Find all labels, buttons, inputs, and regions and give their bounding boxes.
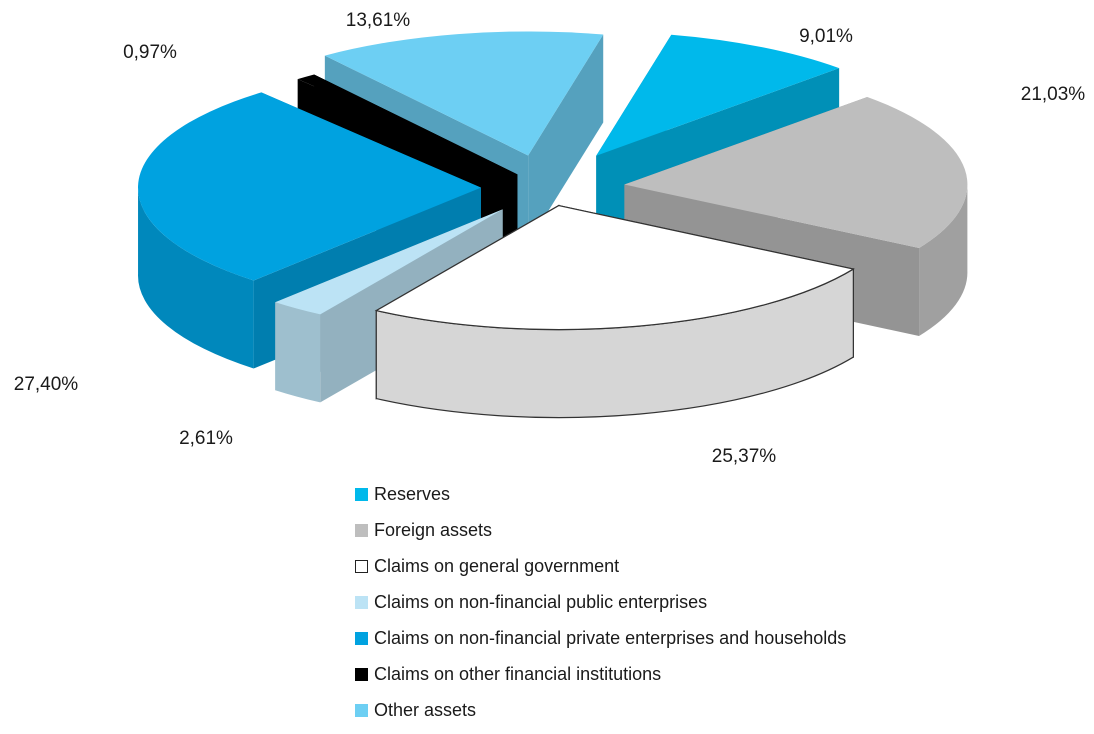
legend-label-claims-on-general-government: Claims on general government	[374, 555, 620, 576]
legend-label-claims-on-public-enterprises: Claims on non-financial public enterpris…	[374, 591, 708, 612]
legend-swatch-claims-on-private-enterprises	[355, 631, 368, 645]
slice-top-claims-on-private-enterprises	[138, 92, 482, 281]
legend-swatch-foreign-assets	[355, 523, 368, 537]
legend-item-reserves: Reserves	[355, 482, 846, 506]
legend-label-other-assets: Other assets	[374, 699, 477, 720]
data-label-other-assets: 13,61%	[346, 10, 411, 31]
legend-swatch-claims-on-general-government	[355, 559, 368, 573]
legend-swatch-claims-on-public-enterprises	[355, 595, 368, 609]
slice-top-claims-on-general-government	[374, 204, 855, 331]
legend-item-claims-on-private-enterprises: Claims on non-financial private enterpri…	[355, 626, 846, 650]
legend-label-reserves: Reserves	[374, 483, 451, 504]
legend-item-claims-on-public-enterprises: Claims on non-financial public enterpris…	[355, 590, 846, 614]
legend-item-claims-on-general-government: Claims on general government	[355, 554, 846, 578]
slice-top-reserves	[596, 34, 840, 156]
slice-rim-foreign-assets	[919, 182, 968, 337]
legend-item-claims-on-other-financial-institutions: Claims on other financial institutions	[355, 662, 846, 686]
data-label-reserves: 9,01%	[799, 26, 853, 47]
slice-top-claims-on-public-enterprises	[275, 209, 503, 315]
legend-label-foreign-assets: Foreign assets	[374, 519, 493, 540]
slice-claims-on-general-government	[374, 204, 855, 419]
legend-item-foreign-assets: Foreign assets	[355, 518, 846, 542]
data-label-claims-on-other-financial-institutions: 0,97%	[123, 42, 177, 63]
slice-wall-other-assets-1	[528, 34, 604, 244]
legend-label-claims-on-other-financial-institutions: Claims on other financial institutions	[374, 663, 662, 684]
slice-rim-claims-on-private-enterprises	[138, 185, 254, 369]
slice-top-claims-on-other-financial-institutions	[297, 74, 518, 175]
data-label-claims-on-general-government: 25,37%	[712, 446, 777, 467]
slice-rim-claims-on-public-enterprises	[275, 302, 321, 403]
data-label-claims-on-public-enterprises: 2,61%	[179, 428, 233, 449]
legend-swatch-other-assets	[355, 703, 368, 717]
chart-legend: Reserves Foreign assets Claims on genera…	[355, 482, 846, 734]
data-label-foreign-assets: 21,03%	[1021, 84, 1086, 105]
data-label-claims-on-private-enterprises: 27,40%	[14, 374, 79, 395]
slice-top-foreign-assets	[624, 96, 968, 249]
legend-swatch-reserves	[355, 487, 368, 501]
legend-item-other-assets: Other assets	[355, 698, 846, 722]
legend-label-claims-on-private-enterprises: Claims on non-financial private enterpri…	[374, 627, 847, 648]
slice-top-other-assets	[324, 31, 604, 156]
legend-swatch-claims-on-other-financial-institutions	[355, 667, 368, 681]
